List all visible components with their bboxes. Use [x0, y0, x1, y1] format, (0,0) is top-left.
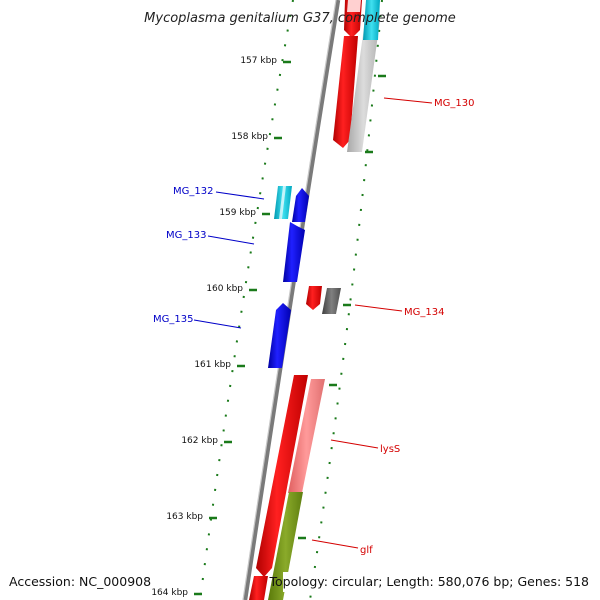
kbp-tick-label: 163 kbp [166, 512, 203, 522]
gene-box-pink-lyss [288, 379, 325, 493]
genome-backbone-highlight [242, 0, 337, 600]
footer-right-bg [283, 572, 595, 592]
gene-label-mg134[interactable]: MG_134 [404, 307, 444, 318]
gene-arrow-lyss [256, 375, 308, 577]
kbp-tick-label: 159 kbp [219, 208, 256, 218]
gene-box-grey-top [347, 20, 380, 152]
gene-arrow-mg134 [306, 286, 322, 310]
accession-text: Accession: NC_000908 [9, 574, 151, 589]
gene-arrow-top-pink [347, 0, 361, 12]
outer-guide-ring [309, 0, 383, 600]
gene-box-mg132-stripe [279, 186, 286, 219]
gene-arrow-small-blue [292, 188, 309, 222]
footer-left-bg [6, 572, 148, 592]
leader-line-glf [311, 539, 359, 549]
gene-box-cyan-top [363, 0, 380, 40]
gene-arrow-mg130 [333, 36, 358, 148]
map-title: Mycoplasma genitalium G37, complete geno… [144, 11, 456, 26]
kbp-tick-label: 164 kbp [151, 588, 188, 598]
gene-label-mg132[interactable]: MG_132 [173, 186, 213, 197]
gene-label-mg135[interactable]: MG_135 [153, 314, 193, 325]
kbp-tick-label: 157 kbp [240, 56, 277, 66]
kbp-tick-label: 158 kbp [231, 132, 268, 142]
gene-box-dark-mg134 [322, 288, 341, 314]
tick-group: 157 kbp 158 kbp 159 kbp 160 kbp 161 kbp 162 k… [151, 56, 386, 598]
gene-arrow-bottom-red [249, 576, 268, 600]
leader-line-mg135 [193, 319, 242, 329]
gene-box-olive-glf [268, 492, 303, 600]
genome-info-text: Topology: circular; Length: 580,076 bp; … [269, 574, 590, 589]
gene-arrow-mg135 [268, 303, 291, 368]
genome-backbone [242, 0, 341, 600]
gene-arrow-mg133 [283, 222, 305, 282]
gene-label-mg130[interactable]: MG_130 [434, 98, 474, 109]
leader-line-mg130 [383, 97, 433, 104]
leader-line-lyss [330, 439, 379, 449]
kbp-tick-label: 160 kbp [206, 284, 243, 294]
kbp-tick-label: 162 kbp [181, 436, 218, 446]
leader-line-mg133 [207, 235, 255, 245]
gene-label-glf[interactable]: glf [360, 545, 373, 556]
gene-label-mg133[interactable]: MG_133 [166, 230, 206, 241]
leader-line-mg132 [215, 191, 265, 200]
gene-label-lyss[interactable]: lysS [380, 444, 400, 455]
leader-line-mg134 [354, 304, 403, 312]
kbp-tick-label: 161 kbp [194, 360, 231, 370]
